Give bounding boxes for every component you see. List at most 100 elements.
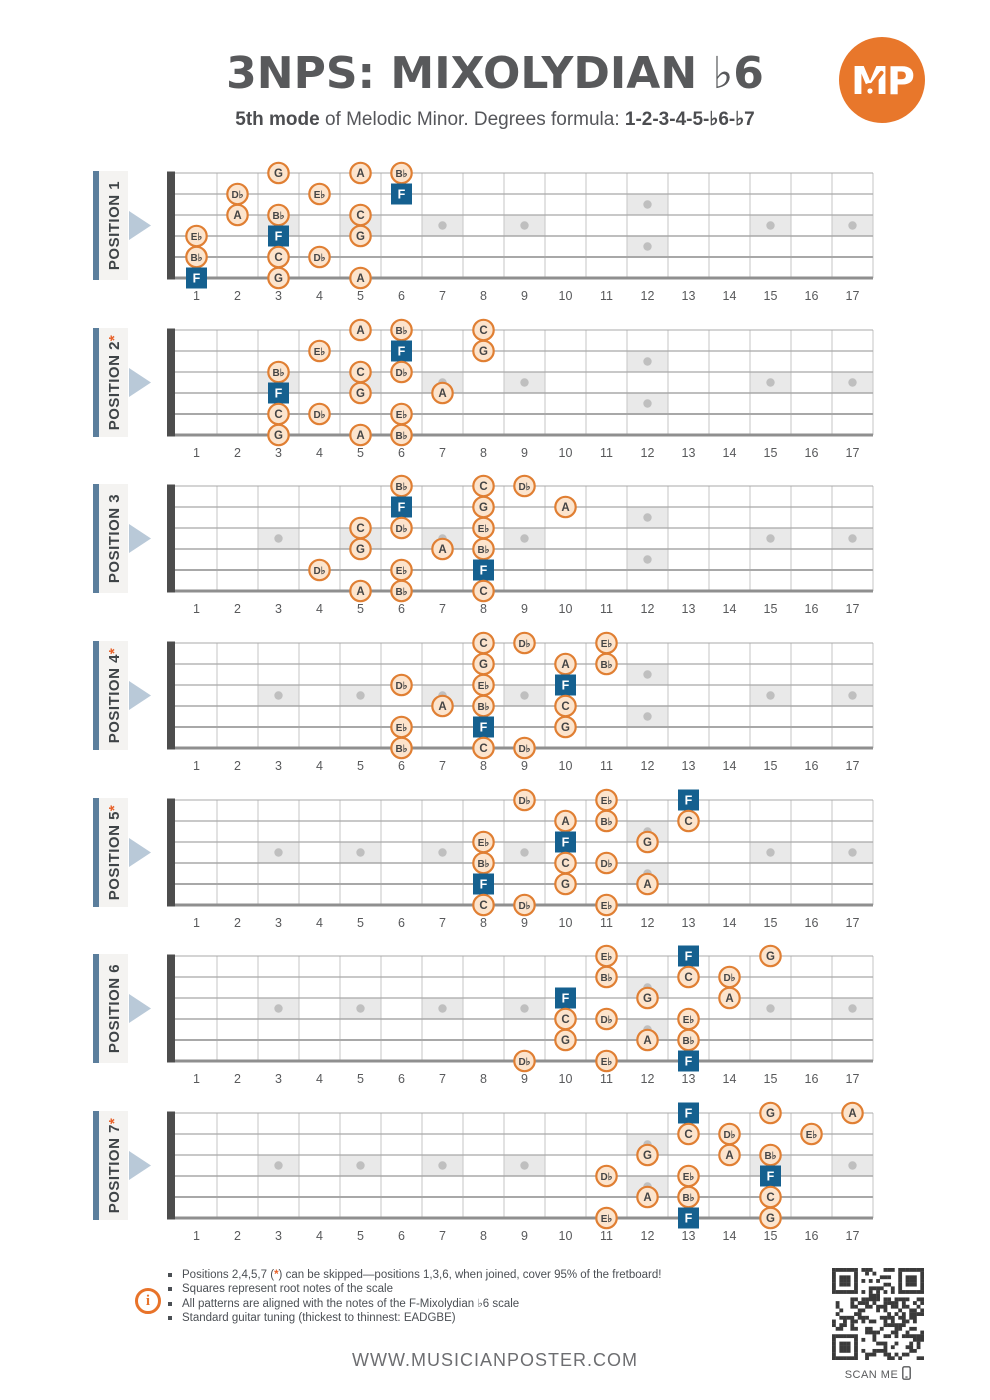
- note-label: C: [561, 858, 569, 870]
- inlay-dot-icon: [274, 1004, 283, 1013]
- note-label: D♭: [314, 566, 326, 577]
- fret-number: 9: [521, 289, 528, 303]
- position-arrow-icon: [129, 994, 151, 1023]
- fret-number: 6: [398, 1072, 405, 1086]
- note-label: B♭: [396, 587, 408, 598]
- inlay-dot-icon: [643, 242, 652, 251]
- label-panel: [99, 171, 128, 280]
- fret-number: 7: [439, 1072, 446, 1086]
- note-label: G: [356, 231, 365, 243]
- position-block: POSITION 2*1 2 3 4 5 6 7 8 9 10 11 12 13 14 15 16 17A B♭ C…: [93, 318, 874, 460]
- note-label: A: [848, 1108, 856, 1120]
- note-marker: [308, 558, 331, 582]
- fret-number: 2: [234, 602, 241, 616]
- note-label: E♭: [601, 1057, 613, 1068]
- fret-number: 4: [316, 1072, 323, 1086]
- root-note-label: F: [275, 230, 283, 244]
- note-label: C: [479, 586, 487, 598]
- fret-number: 5: [357, 289, 364, 303]
- fret-number: 13: [682, 289, 696, 303]
- root-note-label: F: [398, 188, 406, 202]
- inlay-dot-icon: [848, 221, 857, 230]
- note-label: G: [356, 388, 365, 400]
- fret-number: 7: [439, 446, 446, 460]
- inlay-dot-icon: [848, 848, 857, 857]
- label-accent-bar: [93, 171, 99, 280]
- note-marker: [554, 652, 577, 676]
- phone-icon: [902, 1366, 912, 1380]
- note-label: B♭: [601, 973, 613, 984]
- note-label: C: [684, 816, 692, 828]
- note-marker: [554, 1028, 577, 1052]
- fret-number: 8: [480, 446, 487, 460]
- bullet-square-icon: [168, 1301, 172, 1306]
- fret-number: 12: [641, 759, 655, 773]
- note-label: G: [561, 879, 570, 891]
- note-marker: [349, 423, 372, 447]
- note-marker: [349, 161, 372, 185]
- note-label: B♭: [191, 253, 203, 264]
- fret-number: 5: [357, 1229, 364, 1243]
- note-marker: [513, 788, 536, 812]
- fret-number: 10: [559, 759, 573, 773]
- root-note-label: F: [685, 950, 693, 964]
- label-accent-bar: [93, 328, 99, 437]
- position-arrow-icon: [129, 368, 151, 397]
- fret-number: 10: [559, 446, 573, 460]
- fret-number: 17: [846, 759, 860, 773]
- note-marker: [800, 1122, 823, 1146]
- label-panel: [99, 484, 128, 593]
- inlay-dot-icon: [643, 357, 652, 366]
- note-marker: [431, 381, 454, 405]
- note-label: G: [274, 168, 283, 180]
- note-label: C: [356, 210, 364, 222]
- note-marker: [472, 851, 495, 875]
- note-label: C: [274, 252, 282, 264]
- note-marker: [349, 381, 372, 405]
- note-label: B♭: [396, 169, 408, 180]
- note-marker: [226, 203, 249, 227]
- root-note-marker: [268, 382, 289, 404]
- fret-number: 7: [439, 916, 446, 930]
- note-marker: [554, 715, 577, 739]
- note-label: G: [479, 659, 488, 671]
- logo-guitar-icon: [862, 70, 884, 99]
- note-label: E♭: [806, 1130, 818, 1141]
- note-label: D♭: [519, 744, 531, 755]
- note-label: E♭: [683, 1172, 695, 1183]
- fret-number: 1: [193, 446, 200, 460]
- note-label: A: [356, 325, 364, 337]
- note-label: E♭: [314, 347, 326, 358]
- fret-number: 17: [846, 916, 860, 930]
- root-note-marker: [760, 1165, 781, 1187]
- note-marker: [349, 537, 372, 561]
- fret-number: 1: [193, 602, 200, 616]
- fret-number: 2: [234, 916, 241, 930]
- root-note-label: F: [685, 1107, 693, 1121]
- footer-note-item: Standard guitar tuning (thickest to thin…: [168, 1311, 848, 1325]
- fret-number: 2: [234, 1229, 241, 1243]
- fret-number: 10: [559, 602, 573, 616]
- note-label: G: [643, 993, 652, 1005]
- note-label: B♭: [601, 660, 613, 671]
- note-label: A: [561, 816, 569, 828]
- note-label: E♭: [601, 952, 613, 963]
- inlay-dot-icon: [766, 378, 775, 387]
- inlay-dot-icon: [643, 670, 652, 679]
- nut: [167, 798, 175, 907]
- note-marker: [308, 245, 331, 269]
- label-accent-bar: [93, 798, 99, 907]
- label-accent-bar: [93, 1111, 99, 1220]
- root-note-marker: [678, 945, 699, 967]
- logo-monogram: MP: [851, 59, 914, 103]
- root-note-marker: [391, 496, 412, 518]
- note-marker: [513, 631, 536, 655]
- note-marker: [472, 736, 495, 760]
- fret-number: 3: [275, 1229, 282, 1243]
- fret-number: 1: [193, 916, 200, 930]
- fret-number: 7: [439, 1229, 446, 1243]
- note-label: G: [479, 346, 488, 358]
- note-marker: [390, 673, 413, 697]
- bullet-square-icon: [168, 1287, 172, 1292]
- note-marker: [472, 694, 495, 718]
